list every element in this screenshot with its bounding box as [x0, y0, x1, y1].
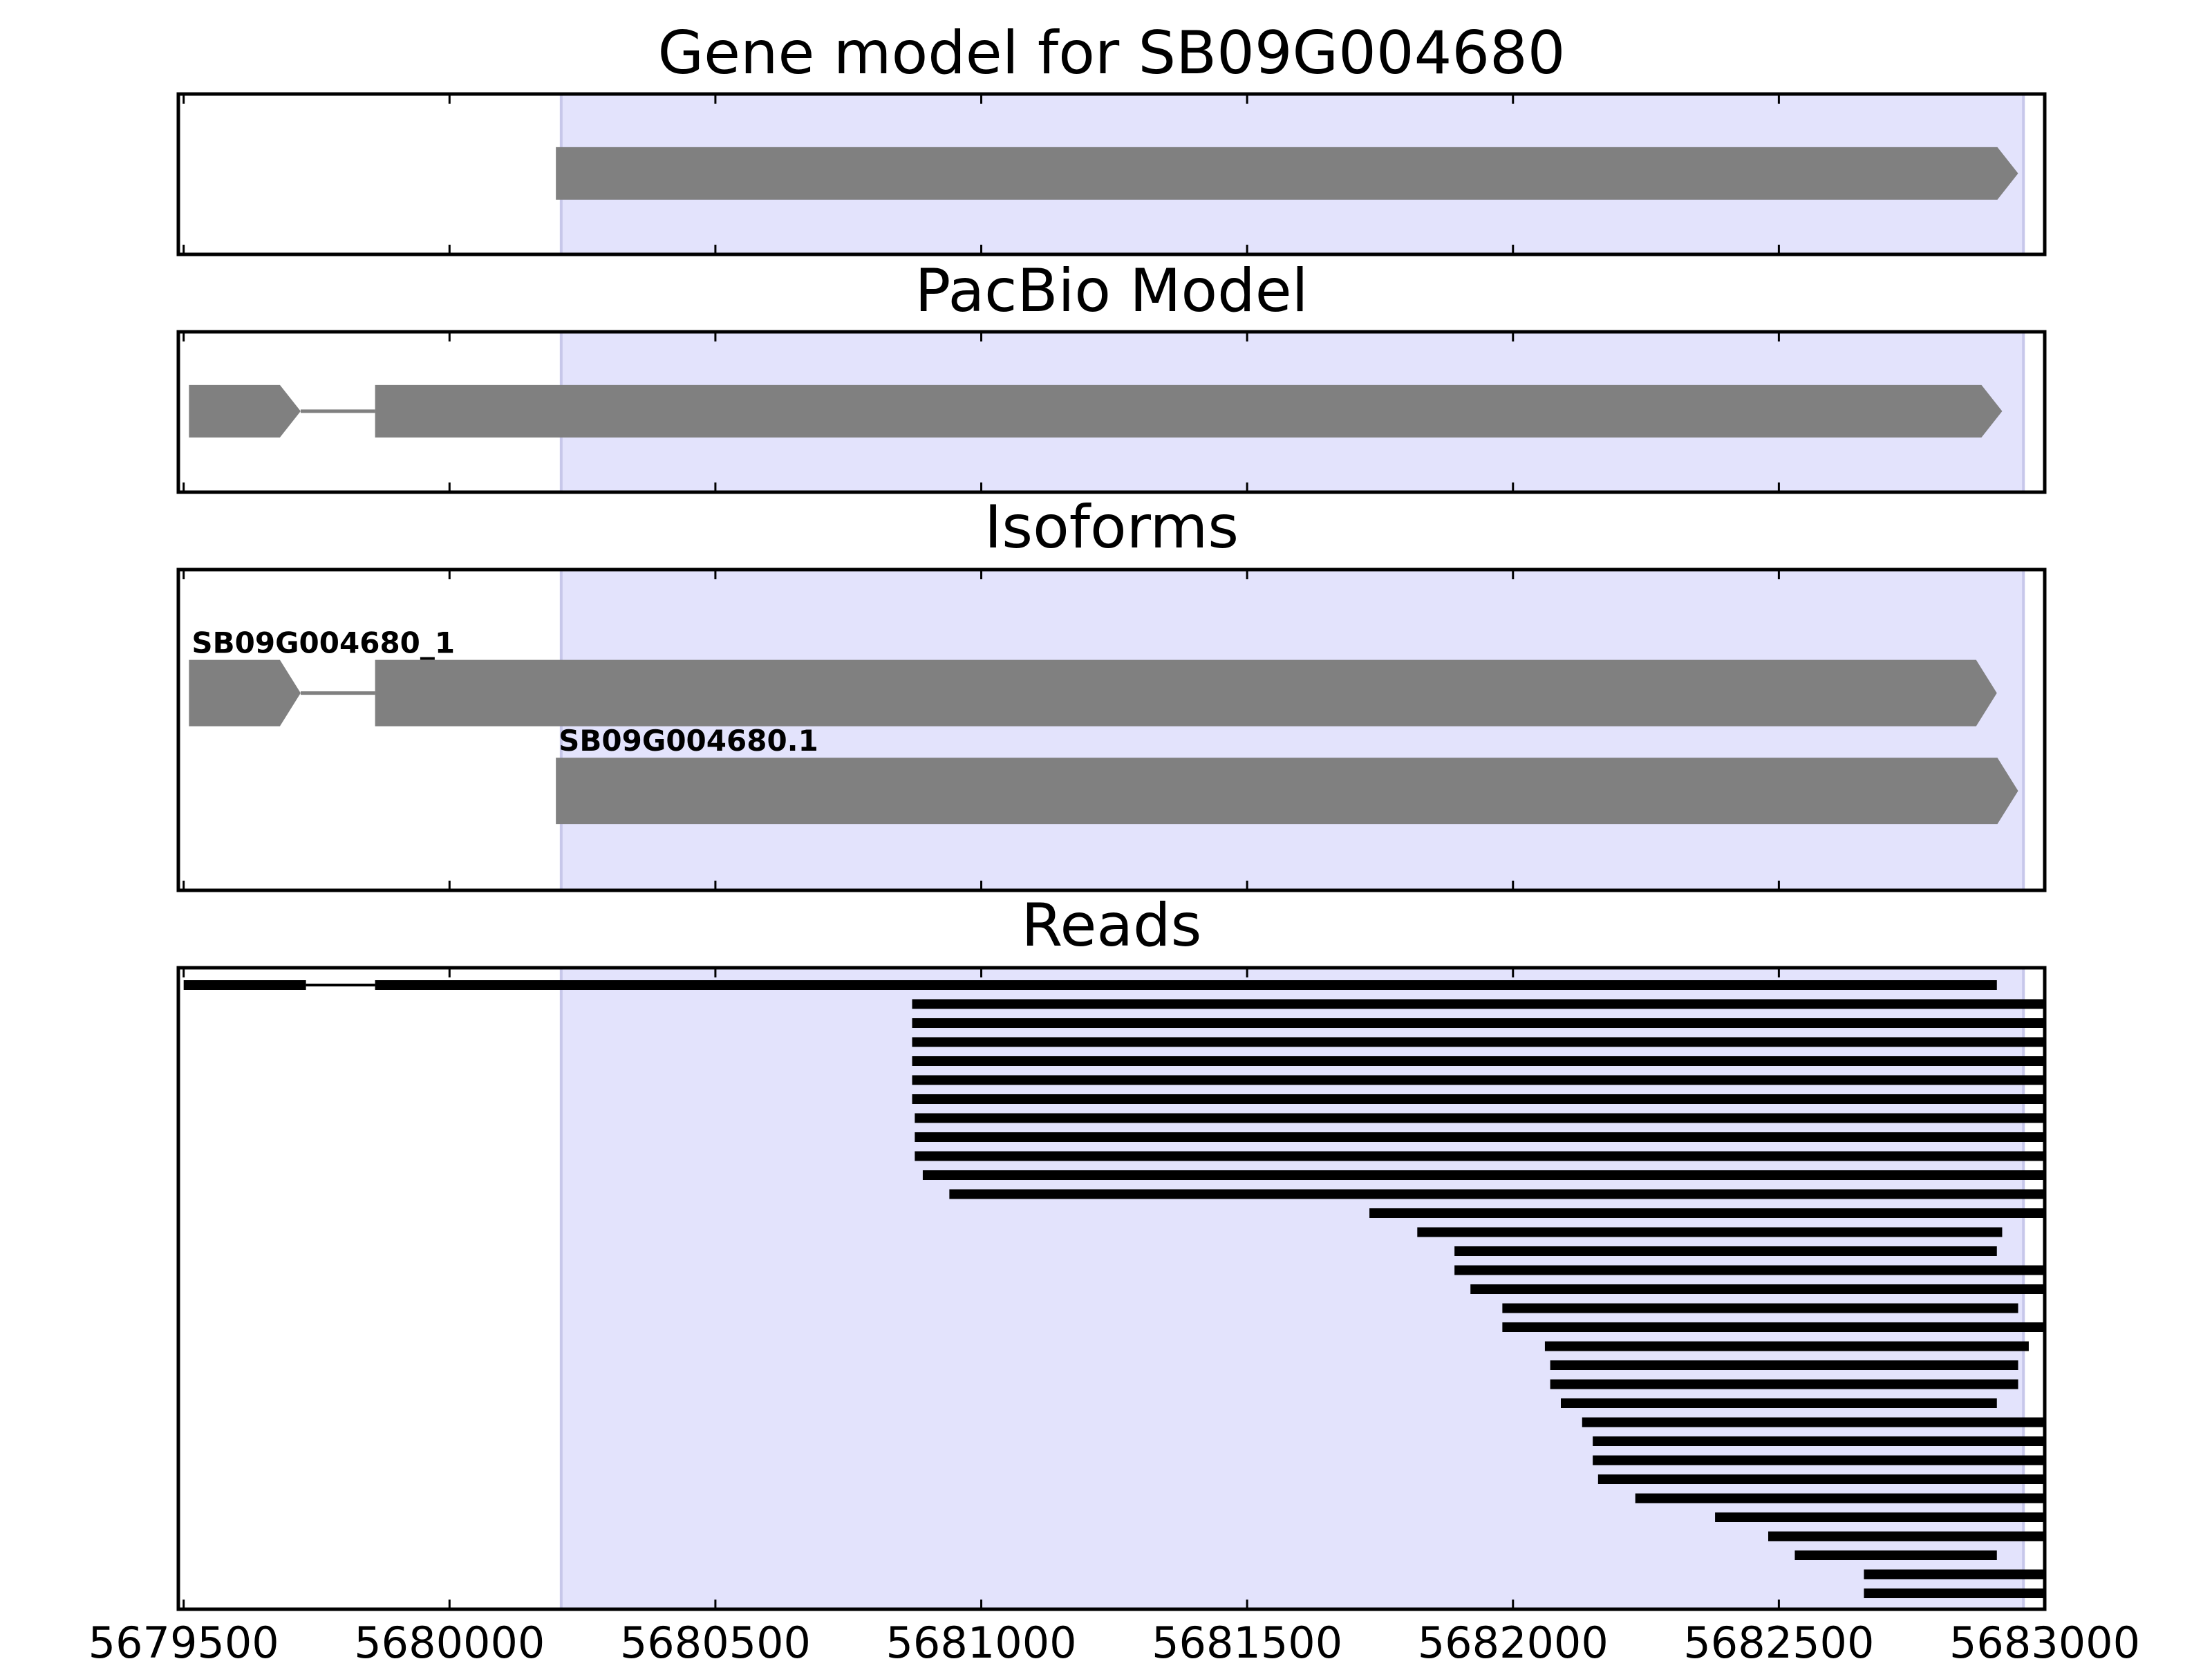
- read-segment: [1593, 1455, 2045, 1465]
- read-segment: [1417, 1227, 2003, 1237]
- panel-frame: [176, 568, 2047, 892]
- panel-isoforms: Isoforms SB09G004680_1 SB09G004680.1: [176, 493, 2047, 892]
- read-segment: [1794, 1550, 1997, 1560]
- read-segment: [1470, 1284, 2045, 1294]
- panel-frame: [176, 966, 2047, 1611]
- read-segment: [1502, 1303, 2018, 1313]
- read-segment: [1454, 1265, 2045, 1275]
- panel-title-pacbio-model: PacBio Model: [915, 256, 1308, 326]
- read-segment: [912, 1018, 2045, 1028]
- panel-title-reads: Reads: [1022, 891, 1202, 960]
- read-segment: [1454, 1246, 1997, 1256]
- panel-frame: [176, 92, 2047, 256]
- read-segment: [922, 1170, 2045, 1180]
- exon-block: [556, 147, 2018, 200]
- read-segment: [1582, 1417, 2045, 1427]
- read-segment: [912, 1094, 2045, 1104]
- read-segment: [1502, 1322, 2045, 1332]
- read-segment: [1550, 1379, 2018, 1389]
- exon-block: [556, 758, 2018, 825]
- x-tick-label: 5681000: [885, 1618, 1076, 1659]
- read-segment: [915, 1132, 2045, 1142]
- x-tick-label: 5681500: [1152, 1618, 1342, 1659]
- x-tick-label: 5683000: [1949, 1618, 2140, 1659]
- read-segment: [949, 1189, 2045, 1199]
- read-segment: [912, 1037, 2045, 1047]
- isoform-label: SB09G004680.1: [559, 724, 818, 758]
- read-segment: [1369, 1208, 2045, 1218]
- read-segment: [1593, 1436, 2045, 1446]
- read-segment: [915, 1151, 2045, 1161]
- exon-block: [189, 384, 301, 438]
- x-tick-label: 5679500: [88, 1618, 279, 1659]
- read-segment: [1635, 1493, 2045, 1503]
- x-axis-tick-labels: 5679500 5680000 5680500 5681000 5681500 56820…: [88, 1618, 2140, 1659]
- exon-block: [375, 384, 2003, 438]
- panel-title-isoforms: Isoforms: [984, 493, 1239, 562]
- read-segment: [1864, 1588, 2045, 1598]
- read-segment: [1768, 1531, 2045, 1541]
- panel-gene-model: Gene model for SB09G004680: [176, 19, 2047, 256]
- read-segment: [912, 1056, 2045, 1066]
- read-segment: [1544, 1341, 2029, 1351]
- x-tick-label: 5682500: [1683, 1618, 1874, 1659]
- read-segment: [1864, 1569, 2045, 1580]
- read-segment: [1715, 1512, 2045, 1522]
- read-segment: [912, 999, 2045, 1009]
- read-segment: [1561, 1398, 1997, 1408]
- panel-pacbio-model: PacBio Model: [176, 256, 2047, 494]
- read-segment: [1597, 1474, 2045, 1484]
- exon-block: [375, 659, 1997, 727]
- highlight-region: [561, 570, 2024, 890]
- read-segment: [183, 980, 306, 990]
- x-tick-label: 5680000: [354, 1618, 545, 1659]
- x-tick-label: 5680500: [620, 1618, 811, 1659]
- read-segment: [912, 1075, 2045, 1085]
- isoform-label: SB09G004680_1: [191, 626, 455, 660]
- exon-block: [189, 659, 301, 727]
- read-segment: [375, 980, 1997, 990]
- read-segment: [915, 1113, 2045, 1123]
- x-tick-label: 5682000: [1418, 1618, 1609, 1659]
- read-segment: [1550, 1360, 2018, 1370]
- panel-title-gene-model: Gene model for SB09G004680: [658, 19, 1566, 88]
- panel-frame: [176, 330, 2047, 494]
- panel-reads: Reads: [176, 891, 2047, 1611]
